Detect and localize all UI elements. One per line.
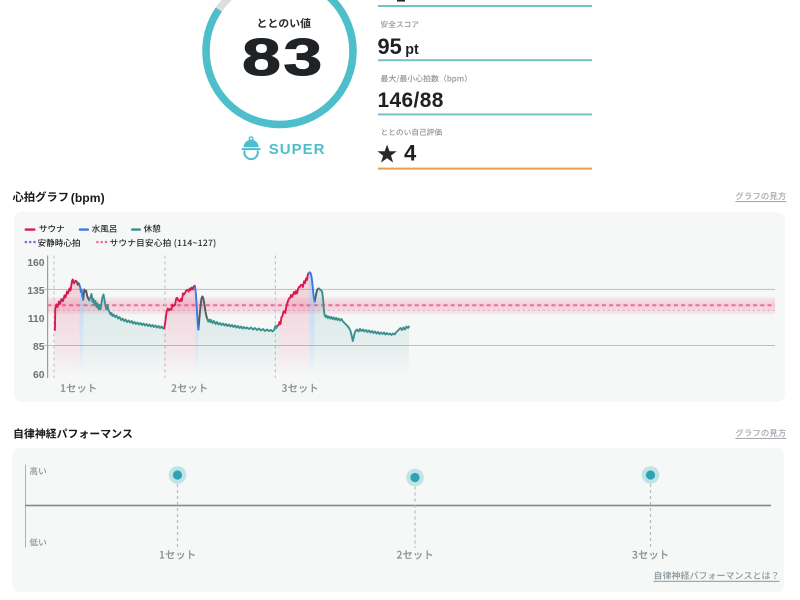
svg-text:(bpm): (bpm) bbox=[71, 191, 105, 205]
svg-text:4: 4 bbox=[404, 141, 417, 166]
svg-text:pt: pt bbox=[405, 42, 419, 58]
svg-text:135: 135 bbox=[27, 286, 44, 297]
svg-text:83: 83 bbox=[242, 29, 325, 86]
svg-text:60: 60 bbox=[33, 370, 45, 381]
svg-text:110: 110 bbox=[28, 314, 45, 325]
svg-text:160: 160 bbox=[27, 258, 44, 269]
svg-text:146/88: 146/88 bbox=[378, 89, 444, 112]
svg-text:95: 95 bbox=[378, 34, 402, 59]
svg-text:85: 85 bbox=[33, 342, 45, 353]
svg-text:SUPER: SUPER bbox=[269, 141, 326, 158]
